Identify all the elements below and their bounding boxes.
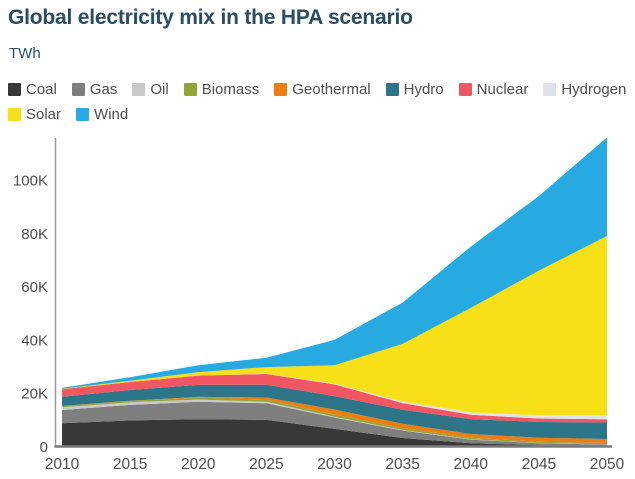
legend-swatch-gas xyxy=(71,83,85,96)
area-solar xyxy=(62,236,607,416)
x-tick-label: 2020 xyxy=(181,456,216,473)
legend-swatch-nuclear xyxy=(458,83,472,96)
x-tick-label: 2030 xyxy=(317,456,352,473)
legend-item-hydrogen: Hydrogen xyxy=(543,81,626,98)
legend-label-wind: Wind xyxy=(94,106,129,123)
x-tick-label: 2035 xyxy=(385,456,419,473)
legend-item-biomass: Biomass xyxy=(183,81,260,98)
legend-swatch-hydro xyxy=(385,83,399,96)
y-tick-label: 0 xyxy=(40,439,48,456)
legend-label-geothermal: Geothermal xyxy=(292,81,371,98)
legend-item-hydro: Hydro xyxy=(385,81,444,98)
legend-label-biomass: Biomass xyxy=(201,81,260,98)
y-tick-label: 80K xyxy=(21,226,48,243)
x-tick-label: 2015 xyxy=(113,456,147,473)
legend-swatch-geothermal xyxy=(274,83,288,96)
y-tick-label: 60K xyxy=(21,279,48,296)
legend-label-nuclear: Nuclear xyxy=(476,81,529,98)
legend-swatch-biomass xyxy=(183,83,197,96)
area-wind xyxy=(62,137,607,389)
legend-item-geothermal: Geothermal xyxy=(274,81,371,98)
legend-item-gas: Gas xyxy=(71,81,118,98)
legend-item-oil: Oil xyxy=(132,81,169,98)
legend-label-gas: Gas xyxy=(89,81,118,98)
x-tick-label: 2010 xyxy=(45,456,80,473)
legend-label-coal: Coal xyxy=(26,81,57,98)
legend-label-oil: Oil xyxy=(150,81,169,98)
chart-title: Global electricity mix in the HPA scenar… xyxy=(8,6,413,29)
area-gas xyxy=(62,401,607,446)
area-biomass xyxy=(62,397,607,445)
legend-label-hydro: Hydro xyxy=(403,81,444,98)
x-tick-label: 2045 xyxy=(522,456,556,473)
legend-swatch-hydrogen xyxy=(543,83,557,96)
legend-item-coal: Coal xyxy=(8,81,57,98)
area-hydro xyxy=(62,384,607,439)
legend-row-1: Coal Gas Oil Biomass Geothermal Hydro Nuclear H… xyxy=(8,81,626,98)
area-coal xyxy=(62,419,607,447)
legend-label-hydrogen: Hydrogen xyxy=(561,81,627,98)
legend-row-2: Solar Wind xyxy=(8,106,626,123)
x-tick-label: 2050 xyxy=(590,456,625,473)
legend-label-solar: Solar xyxy=(26,106,62,123)
legend-swatch-coal xyxy=(8,83,21,96)
legend-item-nuclear: Nuclear xyxy=(458,81,529,98)
legend-swatch-solar xyxy=(8,108,21,121)
y-tick-label: 100K xyxy=(13,173,48,190)
legend-swatch-wind xyxy=(76,108,90,121)
area-geothermal xyxy=(62,396,607,443)
y-tick-label: 20K xyxy=(21,386,48,403)
area-oil xyxy=(62,399,607,445)
legend-item-wind: Wind xyxy=(76,106,128,123)
legend: Coal Gas Oil Biomass Geothermal Hydro Nuclear H… xyxy=(8,81,626,123)
x-tick-label: 2040 xyxy=(454,456,489,473)
legend-swatch-oil xyxy=(132,83,146,96)
legend-item-solar: Solar xyxy=(8,106,61,123)
x-tick-label: 2025 xyxy=(249,456,283,473)
y-tick-label: 40K xyxy=(21,332,48,349)
unit-label: TWh xyxy=(9,45,41,62)
